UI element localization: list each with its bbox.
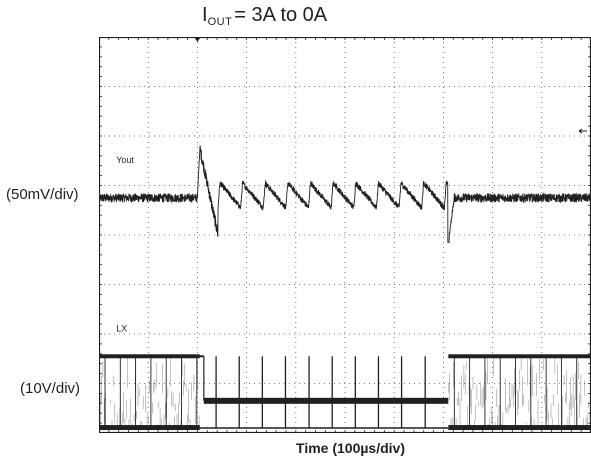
- lx-switching-noise: [99, 358, 200, 429]
- lx-switching-region: [448, 354, 591, 431]
- lx-high-rail: [448, 354, 591, 359]
- trigger-marker-icon: [194, 37, 201, 42]
- traces: [99, 145, 591, 431]
- trace-yout: [99, 145, 591, 243]
- lx-switching-region: [99, 354, 200, 431]
- grid: [99, 37, 591, 433]
- x-axis-label: Time (100µs/div): [296, 440, 405, 456]
- y-axis-label-lx: (10V/div): [20, 380, 81, 397]
- lx-low-rail: [99, 425, 200, 431]
- title-rest: = 3A to 0A: [234, 4, 328, 26]
- chart-title: IOUT = 3A to 0A: [202, 4, 327, 28]
- channel-label-lx: LX: [116, 324, 127, 334]
- channel-level-marker-icon: [578, 128, 587, 134]
- y-axis-label-vout: (50mV/div): [6, 186, 79, 203]
- lx-switching-noise: [448, 356, 591, 429]
- title-subscript: OUT: [207, 16, 233, 28]
- title-prefix: I: [202, 4, 208, 26]
- plot-frame: [99, 37, 591, 433]
- lx-low-rail: [448, 425, 591, 431]
- lx-high-rail: [99, 354, 200, 359]
- channel-labels: Yout LX: [116, 155, 134, 333]
- channel-label-yout: Yout: [116, 155, 134, 165]
- markers: [194, 37, 587, 134]
- lx-idle-level: [203, 397, 449, 404]
- scope-plot: Yout LX: [99, 37, 591, 433]
